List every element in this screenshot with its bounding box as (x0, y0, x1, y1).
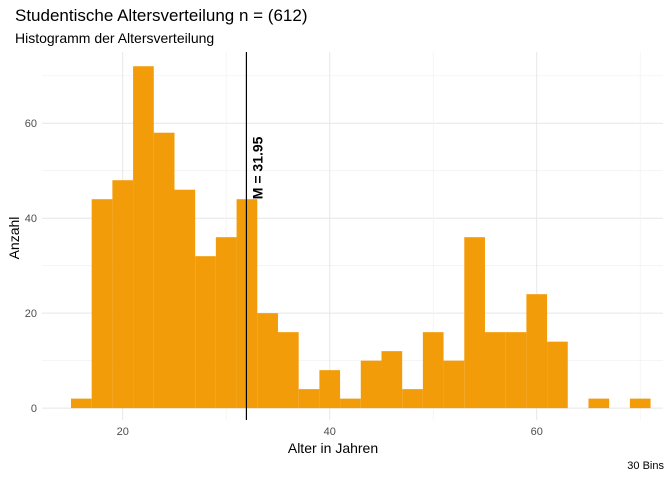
chart-title: Studentische Altersverteilung n = (612) (15, 6, 308, 25)
chart-subtitle: Histogramm der Altersverteilung (15, 30, 215, 46)
y-tick-label: 40 (25, 213, 37, 225)
histogram-bar (547, 341, 568, 409)
histogram-bar (112, 180, 134, 409)
histogram-bar (484, 332, 506, 409)
histogram-bar (195, 256, 216, 409)
y-tick-label: 60 (25, 118, 37, 130)
histogram-bar (360, 360, 382, 409)
histogram-bar (91, 199, 113, 409)
x-tick-label: 60 (531, 426, 543, 438)
histogram-bar (153, 132, 175, 409)
histogram-bar (319, 370, 341, 409)
histogram-bar (464, 237, 485, 409)
chart-caption: 30 Bins (627, 460, 664, 472)
histogram-bar (277, 332, 299, 409)
mean-marker: M = 31.95 (245, 52, 265, 420)
axis-ticks: 0 20 40 60 20 40 60 (25, 118, 543, 438)
histogram-bar (505, 332, 527, 409)
mean-label: M = 31.95 (249, 136, 265, 199)
x-axis-title: Alter in Jahren (288, 440, 378, 456)
histogram-bar (257, 313, 278, 409)
histogram-bar (298, 389, 320, 409)
y-tick-label: 20 (25, 308, 37, 320)
histogram-bar (70, 398, 92, 409)
x-tick-label: 20 (117, 426, 129, 438)
histogram-bar (526, 294, 548, 409)
histogram-bar (215, 237, 237, 409)
histogram-bar (133, 66, 154, 409)
histogram-bar (629, 398, 651, 409)
histogram-bar (174, 189, 196, 409)
y-axis-title: Anzahl (6, 217, 22, 260)
histogram-bar (340, 398, 361, 409)
histogram-bar (381, 351, 403, 409)
histogram-bar (402, 389, 423, 409)
histogram-bars (70, 66, 651, 409)
histogram-bar (422, 332, 444, 409)
histogram-bar (443, 360, 465, 409)
x-tick-label: 40 (324, 426, 336, 438)
histogram-bar (588, 398, 610, 409)
y-tick-label: 0 (31, 403, 37, 415)
